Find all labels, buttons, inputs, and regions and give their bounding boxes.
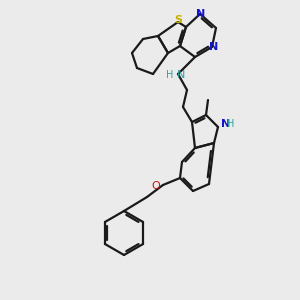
Text: O: O [151,181,160,191]
Text: H: H [227,119,234,129]
Text: H: H [166,70,173,80]
Text: N: N [221,119,230,129]
Text: N: N [177,70,185,80]
Text: S: S [174,15,182,25]
Text: N: N [209,42,219,52]
Text: N: N [196,9,206,19]
